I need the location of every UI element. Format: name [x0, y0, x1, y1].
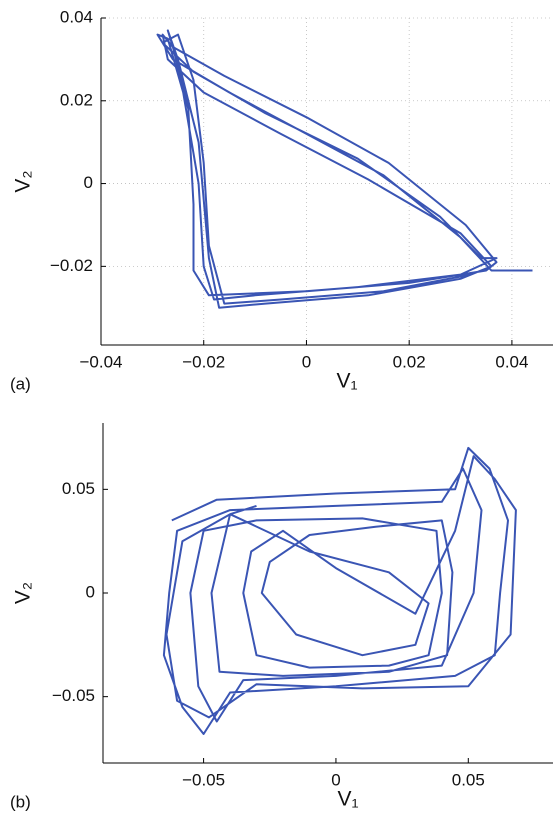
x-tick-label: 0.04	[495, 352, 528, 371]
x-axis-label: V₁	[336, 370, 357, 393]
x-tick-label: −0.04	[79, 352, 122, 371]
y-tick-label: −0.05	[52, 686, 95, 705]
y-tick-label: 0.04	[60, 7, 93, 26]
x-tick-label: 0.02	[393, 352, 426, 371]
y-axis-label: V₂	[12, 170, 35, 192]
x-axis-label: V₁	[337, 788, 358, 811]
x-tick-label: −0.05	[182, 770, 225, 789]
y-tick-label: 0	[84, 173, 93, 192]
y-tick-label: −0.02	[50, 256, 93, 275]
panel-label: (a)	[10, 374, 31, 393]
x-tick-label: 0.05	[452, 770, 485, 789]
y-tick-label: 0.02	[60, 90, 93, 109]
x-tick-label: −0.02	[182, 352, 225, 371]
x-tick-label: 0	[302, 352, 311, 371]
x-tick-label: 0	[331, 770, 340, 789]
trajectory	[156, 29, 533, 309]
y-tick-label: 0.05	[62, 479, 95, 498]
panel-label: (b)	[10, 792, 31, 811]
trajectory	[162, 446, 517, 735]
y-axis-label: V₂	[12, 582, 35, 604]
y-tick-label: 0	[86, 582, 95, 601]
